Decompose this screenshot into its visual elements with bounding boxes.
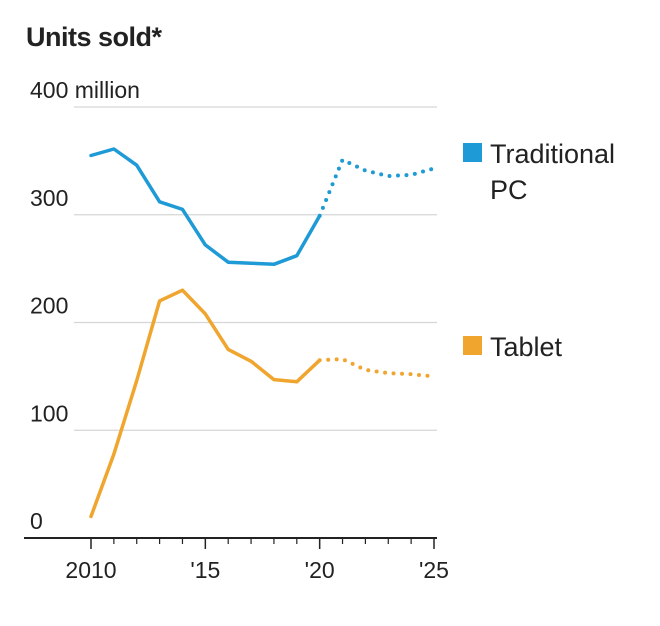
x-axis-labels: 2010 '15 '20 '25 xyxy=(65,557,449,583)
x-axis xyxy=(24,537,437,549)
x-tick-label-2015: '15 xyxy=(190,557,220,583)
series-forecast-line-tablet xyxy=(317,357,436,379)
y-tick-label-200: 200 xyxy=(30,293,68,319)
chart-title: Units sold* xyxy=(26,22,162,52)
x-tick-label-2010: 2010 xyxy=(65,557,116,583)
y-tick-label-0: 0 xyxy=(30,508,43,534)
legend-swatch-traditional-pc xyxy=(463,143,482,162)
legend-label-traditional-pc-1: PC xyxy=(490,175,528,205)
legend-label-traditional-pc: Traditional xyxy=(490,139,615,169)
series-lines xyxy=(89,147,436,519)
gridlines xyxy=(74,106,437,431)
x-tick-label-2025: '25 xyxy=(419,557,449,583)
legend: Traditional PC Tablet xyxy=(463,139,615,362)
series-line-traditional-pc xyxy=(89,147,322,267)
series-line-tablet xyxy=(89,288,322,519)
x-tick-label-2020: '20 xyxy=(305,557,335,583)
y-tick-label-100: 100 xyxy=(30,400,68,426)
series-forecast-line-traditional-pc xyxy=(317,157,436,218)
legend-swatch-tablet xyxy=(463,336,482,355)
legend-label-tablet: Tablet xyxy=(490,332,563,362)
y-axis-labels: 0 100 200 300 400 million xyxy=(30,77,140,534)
y-tick-label-300: 300 xyxy=(30,185,68,211)
y-tick-label-400: 400 million xyxy=(30,77,140,103)
